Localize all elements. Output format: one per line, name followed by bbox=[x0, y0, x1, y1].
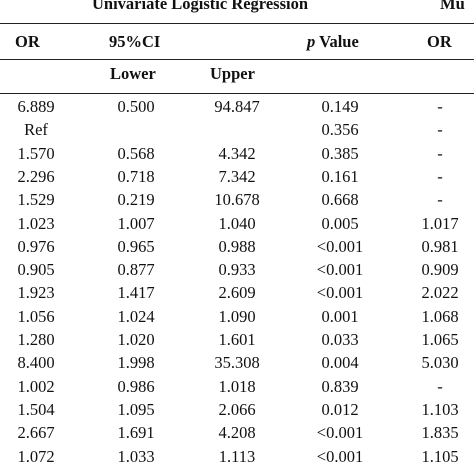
cell-or2: 5.030 bbox=[421, 353, 459, 373]
header-ci: 95%CI bbox=[109, 32, 161, 51]
cell-p-value: <0.001 bbox=[316, 260, 364, 280]
subheader-upper: Upper bbox=[210, 64, 255, 83]
cell-or2: 1.835 bbox=[421, 423, 459, 443]
cell-or: 1.056 bbox=[17, 306, 55, 326]
cell-p-value: 0.161 bbox=[321, 166, 359, 186]
cell-lower: 0.877 bbox=[117, 260, 155, 280]
cell-upper: 2.609 bbox=[218, 283, 256, 303]
cell-upper: 0.933 bbox=[218, 260, 256, 280]
cell-or2: 1.068 bbox=[421, 306, 459, 326]
cell-lower: 1.020 bbox=[117, 330, 155, 349]
cell-upper: 1.018 bbox=[218, 376, 256, 396]
cell-upper: 94.847 bbox=[214, 97, 260, 116]
cell-p-value: <0.001 bbox=[316, 236, 364, 256]
header-p-italic: p bbox=[307, 32, 316, 51]
cell-lower: 0.219 bbox=[117, 190, 155, 210]
cell-or2: - bbox=[437, 190, 443, 210]
cell-or: 0.905 bbox=[17, 260, 55, 280]
cell-or2: - bbox=[437, 143, 443, 163]
cell-lower: 1.024 bbox=[117, 306, 155, 326]
cell-upper: 1.090 bbox=[218, 306, 256, 326]
cell-lower: 0.500 bbox=[117, 97, 155, 116]
cell-p-value: 0.004 bbox=[321, 353, 359, 373]
rule-body bbox=[0, 93, 474, 94]
cell-p-value: 0.005 bbox=[321, 213, 359, 233]
cell-or2: 1.017 bbox=[421, 213, 459, 233]
cell-upper: 4.342 bbox=[218, 143, 256, 163]
cell-upper: 0.988 bbox=[218, 236, 256, 256]
rule-top bbox=[0, 23, 474, 24]
cell-upper: 4.208 bbox=[218, 423, 256, 443]
cell-lower: 0.965 bbox=[117, 236, 155, 256]
cell-p-value: 0.668 bbox=[321, 190, 359, 210]
cell-p-value: 0.839 bbox=[321, 376, 359, 396]
header-or2: OR bbox=[427, 32, 452, 51]
cell-or2: - bbox=[437, 166, 443, 186]
cell-or: 2.296 bbox=[17, 166, 55, 186]
cell-or: 1.570 bbox=[17, 143, 55, 163]
cell-or: 1.280 bbox=[17, 330, 55, 349]
cell-lower: 1.007 bbox=[117, 213, 155, 233]
cell-p-value: <0.001 bbox=[316, 446, 364, 466]
cell-p-value: <0.001 bbox=[316, 283, 364, 303]
cell-lower: 1.417 bbox=[117, 283, 155, 303]
cell-lower: 0.718 bbox=[117, 166, 155, 186]
cell-or: 6.889 bbox=[17, 97, 55, 116]
cell-or: 1.023 bbox=[17, 213, 55, 233]
cell-or: 0.976 bbox=[17, 236, 55, 256]
cell-or2: - bbox=[437, 120, 443, 140]
cell-or: 1.002 bbox=[17, 376, 55, 396]
cell-lower: 1.691 bbox=[117, 423, 155, 443]
univariate-title: Univariate Logistic Regression bbox=[92, 0, 309, 13]
rule-mid bbox=[0, 59, 474, 60]
cell-or: 8.400 bbox=[17, 353, 55, 373]
cell-upper: 10.678 bbox=[214, 190, 260, 210]
cell-p-value: <0.001 bbox=[316, 423, 364, 443]
multivariate-title-partial: Mu bbox=[440, 0, 465, 13]
cell-or: 1.529 bbox=[17, 190, 55, 210]
cell-or2: 1.105 bbox=[421, 446, 459, 466]
cell-upper: 1.113 bbox=[218, 446, 256, 466]
cell-or: 1.072 bbox=[17, 446, 55, 466]
cell-or2: - bbox=[437, 97, 443, 116]
cell-or2: 0.909 bbox=[421, 260, 459, 280]
cell-or: Ref bbox=[24, 120, 48, 140]
cell-lower: 1.998 bbox=[117, 353, 155, 373]
cell-p-value: 0.033 bbox=[321, 330, 359, 349]
cell-upper: 7.342 bbox=[218, 166, 256, 186]
cell-p-value: 0.001 bbox=[321, 306, 359, 326]
cell-lower: 1.033 bbox=[117, 446, 155, 466]
cell-upper: 2.066 bbox=[218, 399, 256, 419]
cell-p-value: 0.356 bbox=[321, 120, 359, 140]
header-or: OR bbox=[15, 32, 40, 51]
cell-or2: 1.065 bbox=[421, 330, 459, 349]
cell-or2: - bbox=[437, 376, 443, 396]
cell-lower: 1.095 bbox=[117, 399, 155, 419]
cell-lower: 0.986 bbox=[117, 376, 155, 396]
cell-upper: 1.040 bbox=[218, 213, 256, 233]
cell-or: 2.667 bbox=[17, 423, 55, 443]
cell-or: 1.504 bbox=[17, 399, 55, 419]
cell-or2: 2.022 bbox=[421, 283, 459, 303]
subheader-lower: Lower bbox=[110, 64, 156, 83]
cell-or: 1.923 bbox=[17, 283, 55, 303]
header-p-rest: Value bbox=[315, 32, 359, 51]
cell-upper: 1.601 bbox=[218, 330, 256, 349]
cell-or2: 1.103 bbox=[421, 399, 459, 419]
cell-p-value: 0.012 bbox=[321, 399, 359, 419]
cell-or2: 0.981 bbox=[421, 236, 459, 256]
cell-upper: 35.308 bbox=[214, 353, 260, 373]
header-p-value: p Value bbox=[307, 32, 359, 52]
cell-p-value: 0.385 bbox=[321, 143, 359, 163]
cell-lower: 0.568 bbox=[117, 143, 155, 163]
cell-p-value: 0.149 bbox=[321, 97, 359, 116]
